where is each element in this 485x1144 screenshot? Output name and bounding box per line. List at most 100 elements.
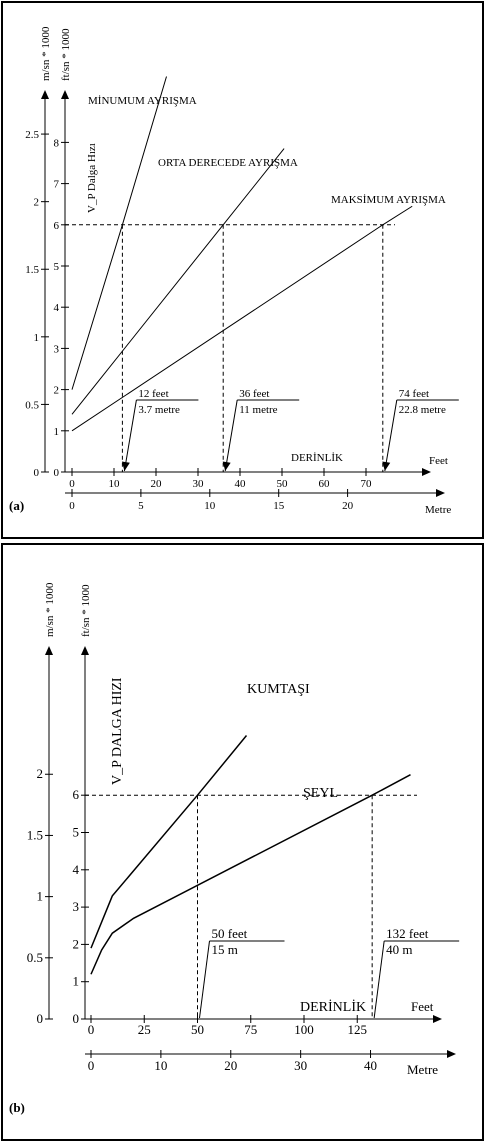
series-line: [90, 774, 411, 975]
y-right-unit-label: ft/sn * 1000: [80, 584, 92, 637]
y-ms-tick-label: 1.5: [27, 827, 43, 842]
x-axis-metre-arrow: [436, 489, 445, 497]
y-axis-title: V_P Dalga Hızı: [86, 143, 98, 213]
annotation-leader: [199, 940, 210, 1019]
x-feet-tick-label: 60: [319, 478, 331, 490]
annotation-feet: 36 feet: [239, 388, 269, 400]
y-fts-tick-label: 6: [73, 787, 80, 802]
y-ms-tick-label: 2: [37, 766, 44, 781]
y-fts-tick-label: 3: [54, 343, 60, 355]
y-ms-tick-label: 0: [34, 467, 40, 479]
series-label: ŞEYL: [303, 786, 338, 801]
chart-panel-b: m/sn * 1000 ft/sn * 1000 V_P DALGA HIZI 0 0.…: [1, 543, 484, 1141]
x-feet-unit-label: Feet: [429, 455, 448, 467]
x-feet-unit-label: Feet: [411, 999, 434, 1014]
annotation-leader: [123, 399, 137, 472]
chart-b-svg: m/sn * 1000 ft/sn * 1000 V_P DALGA HIZI 0 0.…: [9, 582, 460, 1115]
annotation-leader: [373, 940, 385, 1019]
x-feet-tick-label: 30: [193, 478, 205, 490]
x-metre-tick-label: 40: [364, 1058, 377, 1073]
y-fts-tick-label: 0: [73, 1011, 80, 1026]
y-fts-tick-label: 1: [73, 974, 80, 989]
series-line: [71, 76, 167, 390]
x-axis-title: DERİNLİK: [291, 452, 343, 464]
panel-label: (a): [9, 498, 24, 513]
y-fts-tick-label: 0: [54, 467, 60, 479]
series-label: KUMTAŞI: [247, 682, 310, 697]
y-ms-tick-label: 0.5: [27, 950, 43, 965]
y-axis-ms-arrow: [45, 646, 53, 655]
y-ms-tick-label: 1.5: [25, 264, 39, 276]
y-axis-ms-arrow: [41, 90, 49, 99]
annotation-metre: 3.7 metre: [138, 404, 180, 416]
x-metre-tick-label: 15: [273, 500, 285, 512]
y-fts-tick-label: 2: [54, 385, 60, 397]
x-axis-title: DERİNLİK: [300, 999, 366, 1015]
x-metre-tick-label: 10: [204, 500, 216, 512]
x-metre-tick-label: 20: [342, 500, 354, 512]
x-axis-feet-arrow: [433, 1015, 442, 1023]
y-ms-tick-label: 2.5: [25, 129, 39, 141]
annotation-leader: [224, 399, 238, 472]
x-axis-metre-arrow: [447, 1050, 456, 1058]
y-fts-tick-label: 5: [73, 825, 80, 840]
annotation-leader: [384, 399, 398, 472]
x-metre-tick-label: 5: [138, 500, 144, 512]
y-ms-tick-label: 0: [37, 1011, 44, 1026]
series-label: MAKSİMUM AYRIŞMA: [331, 194, 446, 206]
annotation-arrowhead: [382, 461, 391, 471]
y-left-unit-label: m/sn * 1000: [44, 582, 56, 637]
x-feet-tick-label: 20: [151, 478, 163, 490]
x-metre-tick-label: 0: [88, 1058, 95, 1073]
x-metre-tick-label: 20: [224, 1058, 237, 1073]
x-metre-tick-label: 0: [69, 500, 75, 512]
x-feet-tick-label: 125: [348, 1022, 368, 1037]
x-metre-unit-label: Metre: [407, 1062, 438, 1077]
y-fts-tick-label: 2: [73, 936, 80, 951]
y-axis-title: V_P DALGA HIZI: [110, 677, 125, 785]
y-fts-tick-label: 1: [54, 426, 60, 438]
y-fts-tick-label: 5: [54, 261, 60, 273]
annotation-metre: 40 m: [386, 942, 412, 957]
annotation-feet: 132 feet: [386, 926, 429, 941]
y-ms-tick-label: 2: [34, 197, 40, 209]
annotation-feet: 12 feet: [138, 388, 168, 400]
x-feet-tick-label: 50: [191, 1022, 204, 1037]
x-feet-tick-label: 0: [88, 1022, 95, 1037]
annotation-feet: 50 feet: [212, 926, 248, 941]
series-label: ORTA DERECEDE AYRIŞMA: [158, 157, 298, 169]
y-ms-tick-label: 1: [34, 332, 40, 344]
x-feet-tick-label: 40: [235, 478, 247, 490]
panel-label: (b): [9, 1100, 25, 1115]
annotation-feet: 74 feet: [399, 388, 429, 400]
y-fts-tick-label: 4: [73, 862, 80, 877]
y-fts-tick-label: 7: [54, 179, 60, 191]
annotation-metre: 22.8 metre: [399, 404, 446, 416]
annotation-metre: 11 metre: [239, 404, 277, 416]
x-metre-tick-label: 10: [154, 1058, 167, 1073]
x-feet-tick-label: 10: [109, 478, 121, 490]
x-metre-unit-label: Metre: [425, 504, 451, 516]
x-feet-tick-label: 70: [361, 478, 373, 490]
y-left-unit-label: m/sn * 1000: [40, 26, 52, 81]
y-fts-tick-label: 6: [54, 220, 60, 232]
x-feet-tick-label: 25: [138, 1022, 151, 1037]
y-axis-fts-arrow: [81, 646, 89, 655]
x-axis-feet-arrow: [422, 468, 431, 476]
annotation-arrowhead: [222, 461, 231, 471]
x-feet-tick-label: 0: [69, 478, 75, 490]
y-axis-fts-arrow: [61, 90, 69, 99]
x-feet-tick-label: 75: [244, 1022, 257, 1037]
chart-panel-a: m/sn * 1000 ft/sn * 1000 V_P Dalga Hızı 0 0.…: [1, 1, 484, 539]
y-fts-tick-label: 8: [54, 137, 60, 149]
series-label: MİNUMUM AYRIŞMA: [88, 95, 197, 107]
x-feet-tick-label: 50: [277, 478, 289, 490]
x-metre-tick-label: 30: [294, 1058, 307, 1073]
series-line: [90, 735, 248, 949]
annotation-arrowhead: [121, 461, 130, 471]
y-fts-tick-label: 4: [54, 302, 60, 314]
series-line: [71, 148, 285, 415]
annotation-metre: 15 m: [212, 942, 238, 957]
x-feet-tick-label: 100: [294, 1022, 314, 1037]
y-ms-tick-label: 1: [37, 889, 44, 904]
